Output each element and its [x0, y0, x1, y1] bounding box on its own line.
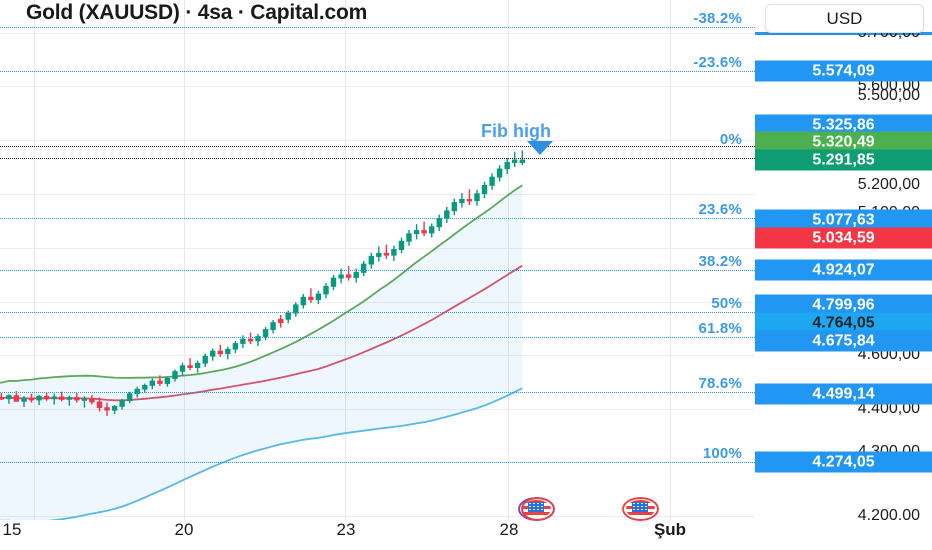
price-tick-label: 5.200,00 [857, 176, 920, 193]
price-tick-label: 4.200,00 [857, 507, 920, 524]
fib-high-marker-icon[interactable] [527, 141, 553, 155]
fib-label-61-8: 61.8% [698, 320, 742, 337]
vertical-gridline [34, 0, 35, 550]
fib-level-line-top [755, 32, 932, 35]
price-badge-band-lower[interactable]: 4.764,05 [755, 312, 932, 334]
event-marker-us-flag-icon[interactable] [622, 497, 659, 521]
time-tick-15: 15 [2, 520, 22, 539]
price-badge-fib[interactable]: 4.274,05 [755, 451, 932, 473]
price-badge-fib[interactable]: 5.077,63 [755, 209, 932, 231]
horizontal-gridline [0, 248, 755, 249]
price-badge-fib[interactable]: 4.499,14 [755, 383, 932, 405]
horizontal-gridline [0, 355, 755, 356]
price-badge-fib[interactable]: 5.325,86 [755, 114, 932, 136]
horizontal-gridline [0, 33, 755, 34]
fib-label-38-2: 38.2% [698, 253, 742, 270]
price-badge-fib[interactable]: 4.675,84 [755, 330, 932, 352]
fib-line-0b [0, 158, 755, 159]
price-badge-fib[interactable]: 4.799,96 [755, 294, 932, 316]
fib-line-100 [0, 462, 755, 463]
price-badge-fib[interactable]: 5.574,09 [755, 60, 932, 82]
fib-label-50: 50% [711, 295, 742, 312]
fib-line--38-2 [0, 27, 755, 28]
price-series-svg [0, 150, 525, 524]
horizontal-gridline [0, 194, 755, 195]
time-tick-23: 23 [336, 520, 356, 539]
fib-high-label: Fib high [481, 121, 551, 141]
vertical-gridline [345, 0, 346, 550]
time-tick-28: 28 [499, 520, 519, 539]
horizontal-gridline [0, 516, 755, 517]
fib-label-100: 100% [702, 445, 742, 462]
event-marker-us-flag-icon[interactable] [518, 497, 555, 521]
price-badge-ma[interactable]: 5.034,59 [755, 227, 932, 249]
vertical-gridline [670, 0, 671, 550]
fib-label--23-6: -23.6% [693, 54, 742, 71]
fib-label-23-6: 23.6% [698, 201, 742, 218]
fib-line-78-6 [0, 392, 755, 393]
page-title: Gold (XAUUSD) · 4sa · Capital.com [26, 1, 368, 24]
price-badge-last-price[interactable]: 5.291,85 [755, 149, 932, 171]
fib-line-50 [0, 312, 755, 313]
horizontal-gridline [0, 86, 755, 87]
price-badge-band-upper[interactable]: 5.320,49 [755, 131, 932, 153]
fib-label-78-6: 78.6% [698, 375, 742, 392]
price-tick-label: 5.500,00 [857, 87, 920, 104]
currency-button[interactable]: USD [765, 4, 924, 33]
vertical-gridline [184, 0, 185, 550]
time-tick-sub: Şub [653, 520, 687, 539]
fib-line--23-6 [0, 71, 755, 72]
fib-label-0: 0% [719, 131, 742, 148]
price-scale[interactable]: 5.700,00 5.600,00 5.500,00 5.200,00 5.10… [755, 0, 932, 550]
fib-line-38-2 [0, 270, 755, 271]
horizontal-gridline [0, 302, 755, 303]
price-badge-fib[interactable]: 4.924,07 [755, 259, 932, 281]
fib-line-0 [0, 146, 755, 147]
horizontal-gridline [0, 409, 755, 410]
fib-line-61-8 [0, 337, 755, 338]
chart-plot-area[interactable]: Fib high Gold (XAUUSD) · 4sa · Capital.c… [0, 0, 755, 550]
time-tick-20: 20 [174, 520, 194, 539]
fib-line-23-6 [0, 218, 755, 219]
fib-label--38-2: -38.2% [693, 10, 742, 27]
time-axis[interactable]: 15 20 23 28 Şub [0, 520, 932, 550]
horizontal-gridline [0, 140, 755, 141]
